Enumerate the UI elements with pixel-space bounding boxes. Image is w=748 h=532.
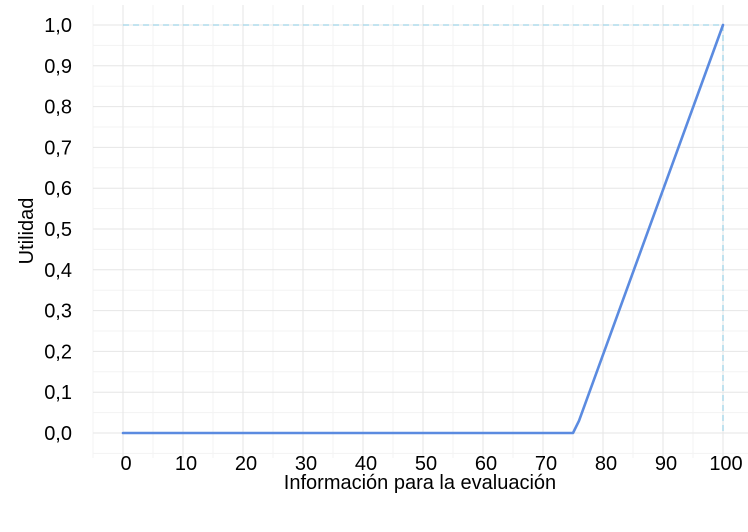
y-tick-labels: 0,0 0,1 0,2 0,3 0,4 0,5 0,6 0,7 0,8 0,9 1,0 xyxy=(44,15,72,445)
x-tick-label: 70 xyxy=(535,453,557,475)
y-tick-label: 0,0 xyxy=(44,423,72,445)
x-tick-label: 30 xyxy=(295,453,317,475)
y-tick-label: 0,2 xyxy=(44,341,72,363)
series-layer xyxy=(121,23,725,435)
x-tick-label: 0 xyxy=(120,453,131,475)
y-tick-label: 0,9 xyxy=(44,56,72,78)
x-tick-label: 80 xyxy=(595,453,617,475)
series-line-0 xyxy=(121,23,725,435)
y-tick-label: 0,1 xyxy=(44,382,72,404)
y-tick-label: 0,7 xyxy=(44,137,72,159)
y-tick-label: 0,5 xyxy=(44,219,72,241)
reference-lines xyxy=(123,24,724,433)
y-tick-label: 0,3 xyxy=(44,301,72,323)
x-tick-label: 20 xyxy=(235,453,257,475)
y-tick-label: 1,0 xyxy=(44,15,72,37)
x-tick-label: 100 xyxy=(709,453,742,475)
x-tick-labels: 0 10 20 30 40 50 60 70 80 90 100 xyxy=(120,453,742,475)
x-tick-label: 40 xyxy=(355,453,377,475)
y-tick-label: 0,8 xyxy=(44,97,72,119)
x-tick-label: 10 xyxy=(175,453,197,475)
x-tick-label: 90 xyxy=(655,453,677,475)
y-tick-label: 0,6 xyxy=(44,178,72,200)
x-tick-label: 50 xyxy=(415,453,437,475)
y-axis-title: Utilidad xyxy=(16,198,38,265)
y-tick-label: 0,4 xyxy=(44,260,72,282)
x-tick-label: 60 xyxy=(475,453,497,475)
x-axis-title: Información para la evaluación xyxy=(284,472,556,494)
grid-layer xyxy=(92,5,748,458)
